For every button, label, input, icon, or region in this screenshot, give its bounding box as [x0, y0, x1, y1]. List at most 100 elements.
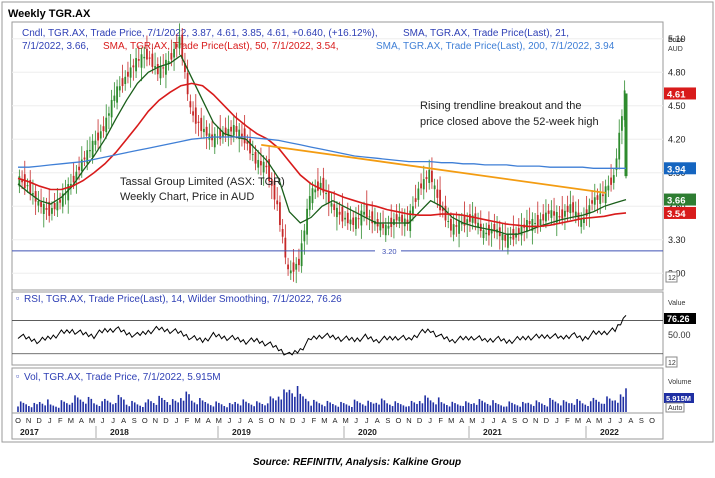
- candle-body: [154, 66, 156, 68]
- candle-body: [251, 153, 254, 155]
- volume-bar: [562, 400, 565, 412]
- candle-body: [94, 140, 97, 145]
- volume-bar: [171, 399, 174, 412]
- volume-bar: [266, 403, 269, 412]
- month-label: F: [312, 416, 317, 425]
- candle-body: [118, 86, 121, 91]
- year-label: 2021: [483, 427, 502, 437]
- candle-body: [455, 225, 458, 227]
- volume-bar: [367, 400, 369, 412]
- volume-bar: [299, 393, 302, 412]
- volume-bar: [310, 405, 312, 412]
- price-axis-title: Price: [668, 37, 684, 44]
- volume-bar: [90, 398, 93, 412]
- volume-bar: [258, 402, 261, 412]
- candle-body: [602, 194, 604, 197]
- volume-bar: [250, 404, 253, 412]
- volume-bar: [25, 404, 27, 412]
- rsi-scale-box[interactable]: [665, 356, 678, 368]
- candle-body: [585, 209, 588, 216]
- volume-bar: [207, 403, 209, 412]
- volume-bar: [511, 402, 513, 412]
- candle-body: [203, 128, 205, 133]
- volume-auto-label: Auto: [668, 405, 683, 412]
- candle-body: [604, 186, 607, 204]
- volume-bar: [36, 404, 38, 412]
- price-tick-label: 5.10: [668, 34, 686, 44]
- volume-bar: [291, 393, 293, 412]
- volume-bar: [180, 398, 182, 412]
- volume-bar: [112, 404, 114, 412]
- volume-bar: [432, 402, 435, 412]
- candle-body: [287, 264, 289, 270]
- month-label: S: [385, 416, 390, 425]
- candle-body: [401, 214, 403, 223]
- candle-body: [300, 243, 303, 267]
- support-label-bg: [375, 245, 401, 256]
- volume-bar: [296, 386, 299, 412]
- candle-body: [490, 228, 493, 234]
- candle-body: [72, 175, 75, 183]
- month-label: O: [15, 416, 21, 425]
- candle-body: [243, 128, 246, 144]
- candle-body: [528, 220, 531, 225]
- candle-body: [474, 213, 477, 224]
- candle-body: [303, 230, 306, 242]
- candle-body: [325, 193, 327, 195]
- candle-body: [517, 228, 520, 235]
- volume-bar: [220, 404, 223, 412]
- price-panel: Cndl, TGR.AX, Trade Price, 7/1/2022, 3.8…: [11, 21, 696, 291]
- volume-bar: [93, 403, 95, 412]
- volume-bar: [128, 406, 131, 412]
- year-labels: 2017 2018 2019 2020 2021 2022: [20, 426, 619, 438]
- rsi-tick-50: 50.00: [668, 330, 691, 340]
- candle-body: [327, 191, 330, 203]
- volume-bar: [123, 399, 125, 412]
- month-label: M: [321, 416, 327, 425]
- volume-bar: [470, 403, 473, 412]
- volume-bar: [79, 399, 82, 412]
- volume-bar: [467, 402, 470, 412]
- volume-bar: [49, 404, 52, 412]
- volume-bar: [494, 402, 497, 412]
- volume-bar: [551, 399, 554, 412]
- candle-body: [360, 210, 363, 226]
- candle-body: [452, 224, 455, 235]
- candle-body: [175, 43, 178, 48]
- month-label: A: [502, 416, 507, 425]
- volume-bar: [204, 402, 207, 412]
- volume-bar: [155, 404, 158, 412]
- price-scale-box[interactable]: [665, 271, 678, 283]
- volume-panel: ▫ Vol, TGR.AX, Trade Price, 7/1/2022, 5.…: [11, 367, 694, 414]
- volume-bar: [481, 400, 483, 412]
- volume-bar: [443, 403, 445, 412]
- candle-body: [51, 208, 53, 214]
- candle-body: [406, 219, 409, 225]
- price-legend-line1: Cndl, TGR.AX, Trade Price, 7/1/2022, 3.8…: [22, 28, 378, 39]
- volume-bar: [568, 403, 570, 412]
- candle-body: [365, 203, 368, 219]
- candle-body: [151, 53, 154, 67]
- month-label: A: [628, 416, 633, 425]
- candle-body: [194, 107, 197, 124]
- orange-trendline: [261, 143, 606, 194]
- volume-bar: [625, 388, 627, 412]
- volume-bar: [524, 403, 527, 412]
- volume-bar: [177, 402, 179, 412]
- candle-body: [167, 61, 170, 64]
- price-legend-line2c: SMA, TGR.AX, Trade Price(Last), 200, 7/1…: [376, 41, 615, 52]
- volume-auto-box[interactable]: [665, 402, 685, 413]
- candle-body: [382, 223, 384, 229]
- candle-body: [45, 207, 48, 210]
- candle-body: [162, 67, 165, 69]
- candle-body: [520, 226, 523, 236]
- candle-body: [262, 161, 265, 173]
- candle-body: [298, 258, 300, 266]
- candle-body: [398, 216, 401, 222]
- candle-body: [371, 211, 374, 224]
- candle-body: [379, 222, 382, 231]
- candle-body: [89, 150, 91, 152]
- month-label: J: [238, 416, 242, 425]
- candle-body: [213, 133, 216, 148]
- volume-bar: [418, 401, 421, 412]
